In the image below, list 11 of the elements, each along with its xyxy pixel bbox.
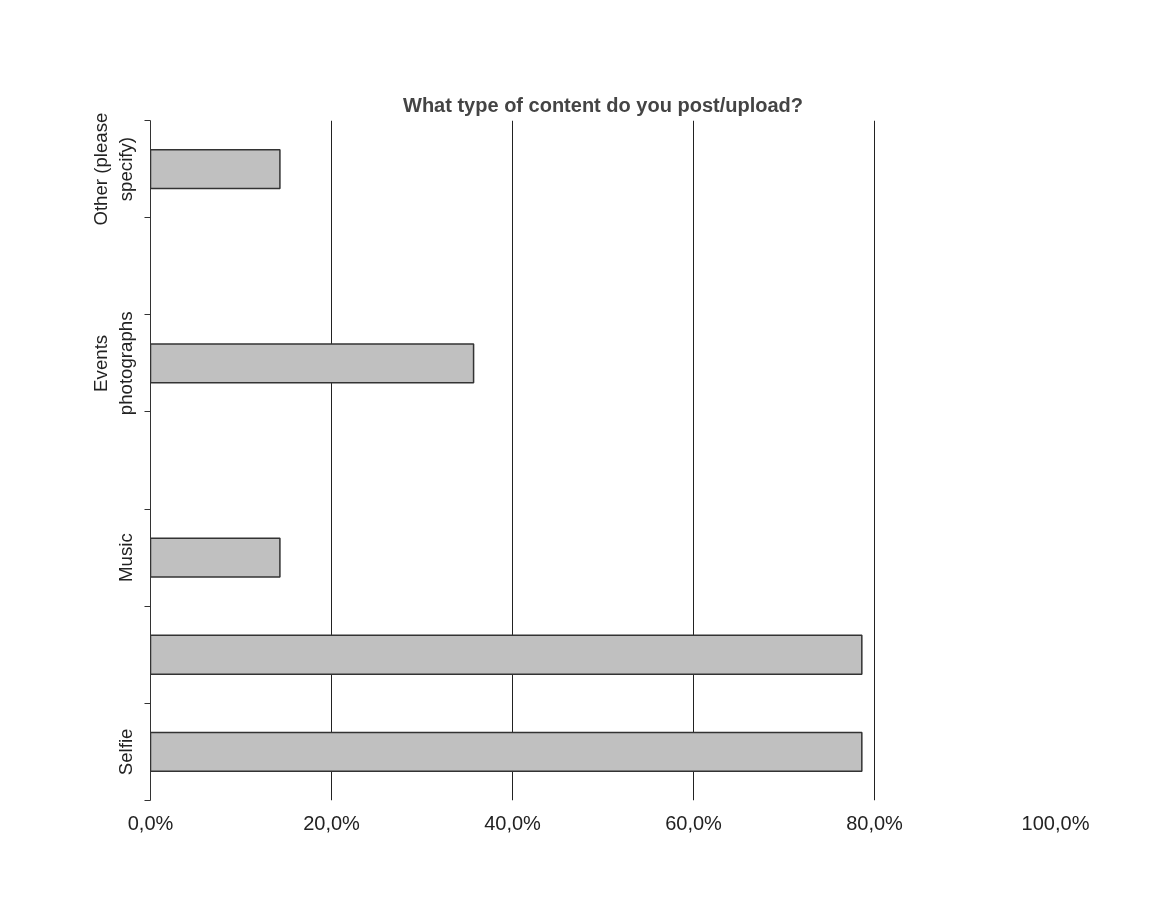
x-tick-label: 40,0% bbox=[484, 811, 542, 834]
x-tick-label: 0,0% bbox=[127, 811, 174, 834]
y-tick-label: Selfie bbox=[115, 728, 137, 776]
x-tick-label: 80,0% bbox=[846, 811, 904, 834]
x-tick-label: 60,0% bbox=[665, 811, 723, 834]
y-tick-label: Other (please specify) bbox=[90, 112, 137, 226]
chart-title: What type of content do you post/upload? bbox=[403, 93, 803, 116]
y-tick-label: Events photographs bbox=[90, 311, 137, 416]
x-tick-label: 20,0% bbox=[303, 811, 361, 834]
x-tick-label: 100,0% bbox=[1021, 811, 1090, 834]
y-tick-label: Music bbox=[115, 533, 137, 582]
